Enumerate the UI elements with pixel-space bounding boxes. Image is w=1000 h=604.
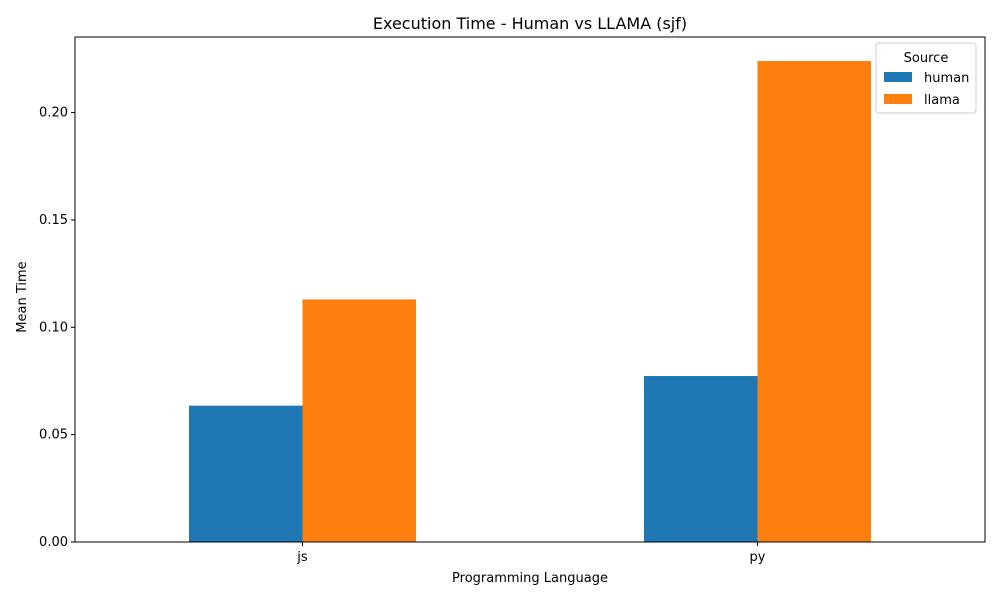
legend: Source human llama — [875, 42, 977, 114]
y-tick-label: 0.10 — [39, 320, 68, 335]
x-axis-label: Programming Language — [452, 571, 608, 586]
plot-area: 0.00 0.05 0.10 0.15 0.20 js py — [39, 36, 986, 565]
y-axis-label: Mean Time — [15, 261, 30, 332]
legend-label-human: human — [924, 71, 969, 86]
x-tick-label-py: py — [750, 550, 766, 565]
y-tick-label: 0.20 — [39, 106, 68, 121]
bar-llama-js — [302, 299, 416, 542]
legend-title: Source — [904, 51, 949, 66]
x-tick-label-js: js — [296, 550, 308, 565]
axes-frame — [74, 36, 986, 543]
chart-title: Execution Time - Human vs LLAMA (sjf) — [373, 14, 687, 33]
bar-human-py — [644, 376, 758, 542]
y-tick-label: 0.15 — [39, 213, 68, 228]
legend-swatch-human — [884, 72, 912, 82]
legend-label-llama: llama — [924, 93, 960, 108]
y-tick-label: 0.05 — [39, 428, 68, 443]
y-tick-label: 0.00 — [39, 535, 68, 550]
legend-swatch-llama — [884, 94, 912, 104]
bar-human-js — [189, 405, 303, 542]
bar-llama-py — [757, 61, 871, 543]
